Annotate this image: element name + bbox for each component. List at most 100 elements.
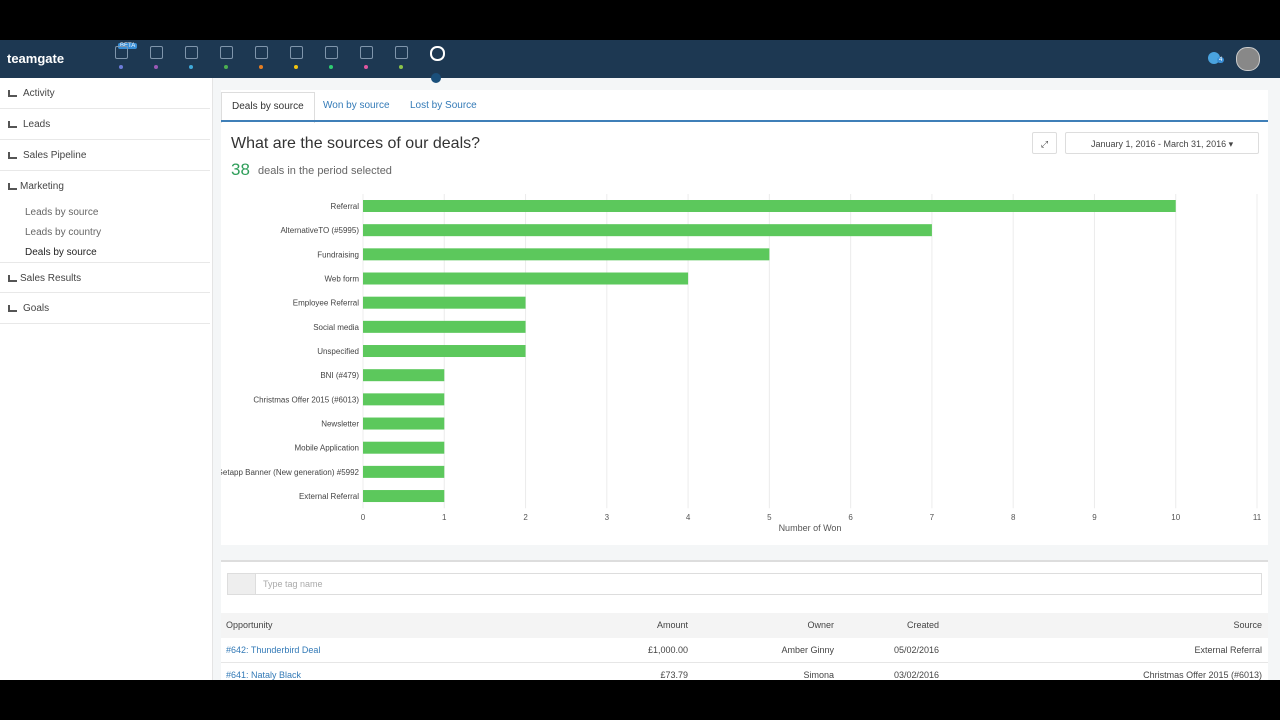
y-tick-label: Christmas Offer 2015 (#6013) [253,395,359,404]
bar [363,296,526,309]
table-cell: 03/02/2016 [893,670,939,680]
x-tick-label: 2 [523,513,528,522]
y-tick-label: Social media [313,323,359,332]
date-range: January 1, 2016 - March 31, 2016 [1091,139,1227,149]
table-header [221,613,1268,638]
bar [363,345,526,358]
y-tick-label: BNI (#479) [320,371,359,380]
deal-count-text: deals in the period selected [258,165,392,177]
nav-icon[interactable] [325,46,338,59]
bottom-bar [0,680,1280,720]
nav-icon[interactable] [220,46,233,59]
menu-label: Sales Pipeline [23,150,87,161]
table-cell: £73.79 [660,670,688,680]
y-tick-label: External Referral [299,492,359,501]
column-header: Owner [807,620,834,630]
x-tick-label: 9 [1092,513,1097,522]
x-tick-label: 6 [848,513,853,522]
deal-count: 38 [231,160,250,179]
nav-dot [329,65,333,69]
bar [363,248,770,261]
bar [363,465,445,478]
sidebar: Activity Leads Sales Pipeline Marketing … [0,78,213,680]
bar [363,417,445,430]
nav-dot [294,65,298,69]
submenu-item[interactable]: Leads by source [25,207,99,218]
menu-item[interactable]: Marketing [0,171,210,202]
avatar[interactable] [1236,47,1260,71]
x-tick-label: 10 [1171,513,1180,522]
date-range-button[interactable]: January 1, 2016 - March 31, 2016 ▾ [1065,132,1259,154]
menu-item[interactable]: Sales Results [0,262,210,293]
menu-label: Marketing [20,181,64,192]
table-cell: Christmas Offer 2015 (#6013) [1143,670,1262,680]
expand-button[interactable]: ⤢ [1032,132,1057,154]
menu-item[interactable]: Goals [0,293,210,324]
x-tick-label: 5 [767,513,772,522]
nav-icon[interactable] [255,46,268,59]
x-tick-label: 7 [930,513,935,522]
menu-item[interactable]: Leads [0,109,210,140]
top-nav [0,40,1280,78]
menu-label: Goals [23,303,50,314]
y-tick-label: Mobile Application [295,444,359,453]
opportunity-link[interactable]: #642: Thunderbird Deal [226,645,321,655]
opportunity-link[interactable]: #641: Nataly Black [226,670,302,680]
nav-dot [224,65,228,69]
nav-dot [399,65,403,69]
bar [363,369,445,382]
y-tick-label: Web form [324,275,359,284]
nav-dot [154,65,158,69]
nav-icon[interactable] [115,46,128,59]
x-tick-label: 1 [442,513,447,522]
column-header: Created [906,620,939,630]
x-tick-label: 8 [1011,513,1016,522]
x-tick-label: 0 [361,513,366,522]
y-tick-label: AlternativeTO (#5995) [280,226,359,235]
nav-icon[interactable] [395,46,408,59]
x-axis-title: Number of Won [779,523,842,533]
menu-label: Activity [23,88,55,99]
y-tick-label: Fundraising [317,250,359,259]
tab[interactable]: Lost by Source [410,100,477,111]
bar [363,200,1176,212]
tab[interactable]: Deals by source [221,92,315,123]
nav-indicator [431,73,441,83]
y-tick-label: Referral [331,202,360,211]
brand[interactable]: teamgate [7,51,65,66]
nav-icon[interactable] [150,46,163,59]
bar [363,224,932,237]
menu-item[interactable]: Activity [0,78,210,109]
x-tick-label: 3 [605,513,610,522]
bar [363,441,445,454]
nav-icon[interactable] [185,46,198,59]
bar [363,393,445,406]
nav-dot [189,65,193,69]
table-cell: £1,000.00 [647,645,688,655]
nav-icon[interactable] [290,46,303,59]
tab-underline [221,120,1268,122]
column-header: Source [1233,620,1262,630]
y-tick-label: Newsletter [321,420,359,429]
table-cell: Simona [803,670,834,680]
table-cell: External Referral [1194,645,1262,655]
row-divider [221,662,1268,663]
table-cell: 05/02/2016 [893,645,939,655]
y-tick-label: Getapp Banner (New generation) #5992 [221,468,360,477]
tab[interactable]: Won by source [323,100,390,111]
menu-item[interactable]: Sales Pipeline [0,140,210,171]
menu-label: Leads [23,119,51,130]
nav-dot [259,65,263,69]
report-question: What are the sources of our deals? [231,135,481,152]
column-header: Amount [656,620,688,630]
table-cell: Amber Ginny [781,645,834,655]
x-tick-label: 11 [1253,513,1262,522]
nav-icon[interactable] [360,46,373,59]
bar [363,490,445,503]
submenu-item[interactable]: Deals by source [25,247,97,258]
tag-input[interactable] [227,573,1262,595]
nav-icon-active [430,46,445,61]
y-tick-label: Unspecified [317,347,359,356]
submenu-item[interactable]: Leads by country [25,227,102,238]
tag-placeholder: Type tag name [263,579,323,589]
